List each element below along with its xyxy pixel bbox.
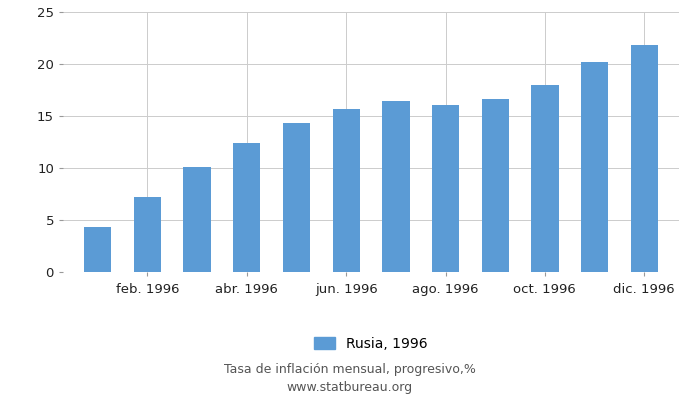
Text: Tasa de inflación mensual, progresivo,%: Tasa de inflación mensual, progresivo,% <box>224 364 476 376</box>
Bar <box>183 167 211 272</box>
Bar <box>581 62 608 272</box>
Bar <box>84 227 111 272</box>
Bar <box>233 143 260 272</box>
Bar <box>482 99 509 272</box>
Bar <box>332 109 360 272</box>
Bar <box>382 102 410 272</box>
Text: www.statbureau.org: www.statbureau.org <box>287 382 413 394</box>
Bar <box>134 197 161 272</box>
Bar <box>631 45 658 272</box>
Legend: Rusia, 1996: Rusia, 1996 <box>309 331 433 356</box>
Bar <box>432 104 459 272</box>
Bar <box>283 123 310 272</box>
Bar <box>531 85 559 272</box>
